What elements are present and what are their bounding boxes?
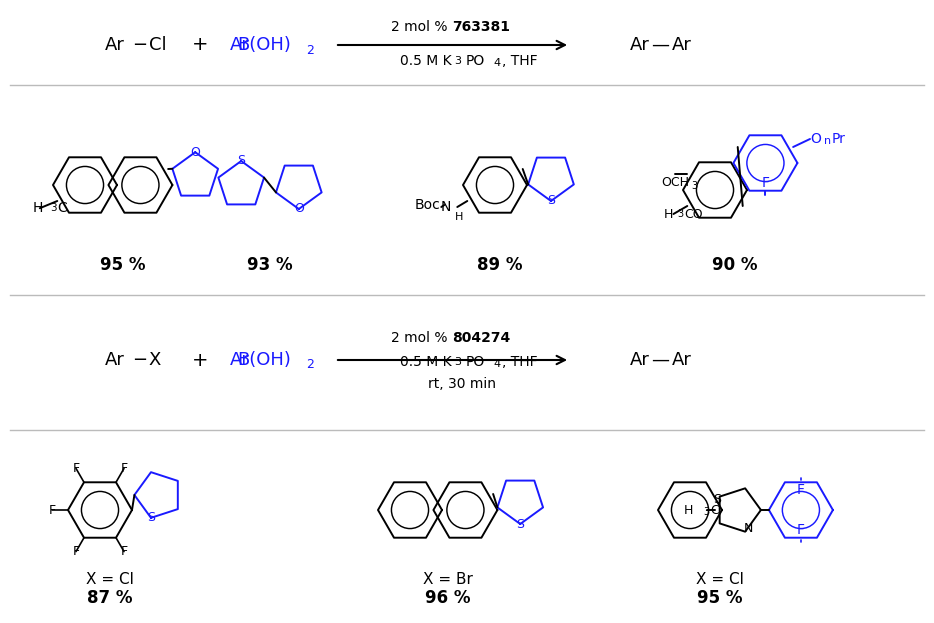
Text: C: C bbox=[711, 503, 719, 516]
Text: 93 %: 93 % bbox=[248, 256, 293, 274]
Text: N: N bbox=[441, 200, 451, 214]
Text: 3: 3 bbox=[691, 181, 698, 191]
Text: B(OH): B(OH) bbox=[237, 36, 290, 54]
Text: S: S bbox=[713, 493, 721, 506]
Text: 4: 4 bbox=[493, 58, 500, 68]
Text: Ar: Ar bbox=[230, 351, 250, 369]
Text: H: H bbox=[455, 212, 463, 222]
Text: X: X bbox=[149, 351, 162, 369]
Text: O: O bbox=[191, 146, 200, 159]
Text: , THF: , THF bbox=[502, 54, 538, 68]
Text: F: F bbox=[120, 462, 128, 475]
Text: 763381: 763381 bbox=[452, 20, 510, 34]
Text: 90 %: 90 % bbox=[713, 256, 757, 274]
Text: Ar: Ar bbox=[230, 36, 250, 54]
Text: Ar: Ar bbox=[672, 36, 692, 54]
Text: 2 mol %: 2 mol % bbox=[391, 331, 452, 345]
Text: 0.5 M K: 0.5 M K bbox=[401, 355, 452, 369]
Text: 804274: 804274 bbox=[452, 331, 510, 345]
Text: X = Cl: X = Cl bbox=[696, 573, 744, 587]
Text: +: + bbox=[191, 36, 208, 54]
Text: 4: 4 bbox=[493, 359, 500, 369]
Text: 2 mol %: 2 mol % bbox=[391, 20, 452, 34]
Text: F: F bbox=[797, 483, 805, 497]
Text: 3: 3 bbox=[677, 209, 684, 219]
Text: O: O bbox=[810, 132, 821, 146]
Text: Ar: Ar bbox=[105, 351, 125, 369]
Text: Pr: Pr bbox=[832, 132, 846, 146]
Text: 2: 2 bbox=[306, 358, 314, 371]
Text: H: H bbox=[684, 503, 693, 516]
Text: 96 %: 96 % bbox=[425, 589, 471, 607]
Text: H: H bbox=[664, 207, 673, 221]
Text: B(OH): B(OH) bbox=[237, 351, 290, 369]
Text: 87 %: 87 % bbox=[87, 589, 133, 607]
Text: Ar: Ar bbox=[630, 36, 650, 54]
Text: X = Br: X = Br bbox=[423, 573, 473, 587]
Text: 3: 3 bbox=[703, 507, 710, 517]
Text: 0.5 M K: 0.5 M K bbox=[401, 54, 452, 68]
Text: 95 %: 95 % bbox=[100, 256, 146, 274]
Text: n: n bbox=[824, 136, 831, 146]
Text: OCH: OCH bbox=[661, 176, 689, 189]
Text: F: F bbox=[49, 503, 55, 516]
Text: F: F bbox=[73, 545, 79, 558]
Text: F: F bbox=[73, 462, 79, 475]
Text: rt, 30 min: rt, 30 min bbox=[428, 377, 496, 391]
Text: S: S bbox=[517, 518, 524, 531]
Text: Cl: Cl bbox=[149, 36, 167, 54]
Text: 89 %: 89 % bbox=[477, 256, 523, 274]
Text: C: C bbox=[57, 201, 66, 215]
Text: PO: PO bbox=[466, 54, 486, 68]
Text: Boc: Boc bbox=[415, 198, 440, 212]
Text: −: − bbox=[133, 351, 148, 369]
Text: 3: 3 bbox=[454, 56, 461, 66]
Text: 2: 2 bbox=[306, 44, 314, 57]
Text: 3: 3 bbox=[454, 357, 461, 367]
Text: F: F bbox=[761, 176, 770, 190]
Text: S: S bbox=[547, 194, 555, 207]
Text: CO: CO bbox=[685, 207, 703, 221]
Text: S: S bbox=[237, 155, 246, 168]
Text: −: − bbox=[133, 36, 148, 54]
Text: Ar: Ar bbox=[630, 351, 650, 369]
Text: X = Cl: X = Cl bbox=[86, 573, 134, 587]
Text: Ar: Ar bbox=[672, 351, 692, 369]
Text: F: F bbox=[120, 545, 128, 558]
Text: S: S bbox=[147, 511, 155, 525]
Text: O: O bbox=[294, 202, 304, 216]
Text: , THF: , THF bbox=[502, 355, 538, 369]
Text: H: H bbox=[33, 201, 43, 215]
Text: —: — bbox=[651, 351, 669, 369]
Text: —: — bbox=[651, 36, 669, 54]
Text: Ar: Ar bbox=[105, 36, 125, 54]
Text: F: F bbox=[797, 523, 805, 537]
Text: 95 %: 95 % bbox=[698, 589, 743, 607]
Text: +: + bbox=[191, 351, 208, 369]
Text: 3: 3 bbox=[50, 203, 56, 213]
Text: PO: PO bbox=[466, 355, 486, 369]
Text: N: N bbox=[743, 522, 753, 535]
